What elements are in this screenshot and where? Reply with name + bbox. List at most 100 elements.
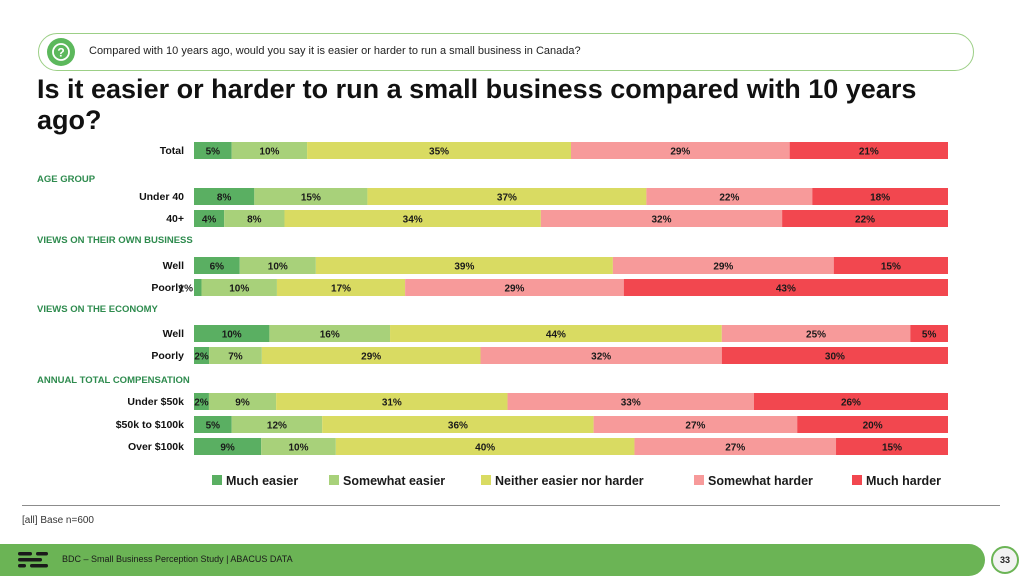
data-label: 9% [220,443,235,454]
bar-segment [721,347,948,364]
bar-segment [201,279,277,296]
bar-segment [507,393,754,410]
bar-segment [194,142,232,159]
bar-segment [194,279,202,296]
bar-segment [194,257,240,274]
row-label: Total [160,145,184,157]
divider [22,505,1000,506]
data-label: 34% [403,215,423,226]
data-label: 5% [922,330,937,341]
bar-segment [194,325,270,342]
data-label: 21% [859,147,879,158]
row-label: Under $50k [127,396,184,408]
bar-segment [335,438,635,455]
row-label: $50k to $100k [116,419,184,431]
data-label: 4% [202,215,217,226]
data-label: 1% [179,284,194,295]
data-label: 16% [320,330,340,341]
bar-segment [833,257,948,274]
bar-segment [239,257,316,274]
bar-segment [812,188,948,205]
legend-label: Somewhat harder [708,474,813,488]
bar-segment [612,257,834,274]
data-label: 12% [267,421,287,432]
bar-segment [261,347,481,364]
bar-segment [753,393,948,410]
data-label: 27% [685,421,705,432]
data-label: 22% [719,193,739,204]
stacked-bar-chart: AGE GROUP VIEWS ON THEIR OWN BUSINESS VIEW… [37,142,948,488]
group-heading: AGE GROUP [37,174,96,185]
data-label: 29% [504,284,524,295]
bar-segment [910,325,948,342]
bar-segment [782,210,948,227]
footer-bar: BDC – Small Business Perception Study | … [0,544,985,576]
svg-text:?: ? [57,46,64,60]
data-label: 27% [725,443,745,454]
group-heading: VIEWS ON THEIR OWN BUSINESS [37,235,193,246]
data-label: 18% [870,193,890,204]
data-label: 8% [217,193,232,204]
data-label: 26% [841,398,861,409]
bar-segment [646,188,813,205]
bar-segment [540,210,783,227]
data-label: 10% [222,330,242,341]
data-label: 29% [670,147,690,158]
bar-segment [593,416,798,433]
legend-swatch [212,475,222,485]
legend-swatch [694,475,704,485]
group-heading: VIEWS ON THE ECONOMY [37,304,159,315]
bar-segment [405,279,624,296]
bar-segment [194,438,262,455]
data-label: 7% [228,352,243,363]
bar-segment [315,257,613,274]
bar-segment [390,325,722,342]
bar-segment [623,279,948,296]
bar-segment [231,142,308,159]
bar-segment [367,188,647,205]
data-label: 43% [776,284,796,295]
row-label: Poorly [151,282,184,294]
bar-segment [194,188,255,205]
data-label: 44% [546,330,566,341]
bar-segment [269,325,391,342]
data-label: 5% [206,421,221,432]
data-label: 29% [713,262,733,273]
bar-segment [231,416,323,433]
data-label: 5% [206,147,221,158]
data-label: 33% [621,398,641,409]
legend-swatch [329,475,339,485]
data-label: 10% [289,443,309,454]
data-label: 10% [229,284,249,295]
row-label: Poorly [151,350,184,362]
row-label: Under 40 [139,191,184,203]
data-label: 35% [429,147,449,158]
bar-segment [254,188,368,205]
bar-segment [276,279,406,296]
data-label: 39% [454,262,474,273]
question-mark-icon: ? [47,38,75,66]
data-label: 15% [881,262,901,273]
bar-segment [721,325,911,342]
data-label: 10% [259,147,279,158]
data-label: 29% [361,352,381,363]
data-label: 15% [301,193,321,204]
group-heading: ANNUAL TOTAL COMPENSATION [37,375,190,386]
row-label: Well [163,260,184,272]
legend-label: Somewhat easier [343,474,445,488]
bar-segment [322,416,594,433]
bar-segment [209,347,262,364]
row-label: 40+ [166,213,184,225]
page-title: Is it easier or harder to run a small bu… [37,74,917,135]
bar-segment [194,393,209,410]
bar-segment [307,142,571,159]
bar-segment [194,210,225,227]
legend-swatch [852,475,862,485]
data-label: 9% [235,398,250,409]
data-label: 20% [863,421,883,432]
data-label: 10% [268,262,288,273]
data-label: 30% [825,352,845,363]
data-label: 37% [497,193,517,204]
data-label: 31% [382,398,402,409]
bar-segment [208,393,277,410]
